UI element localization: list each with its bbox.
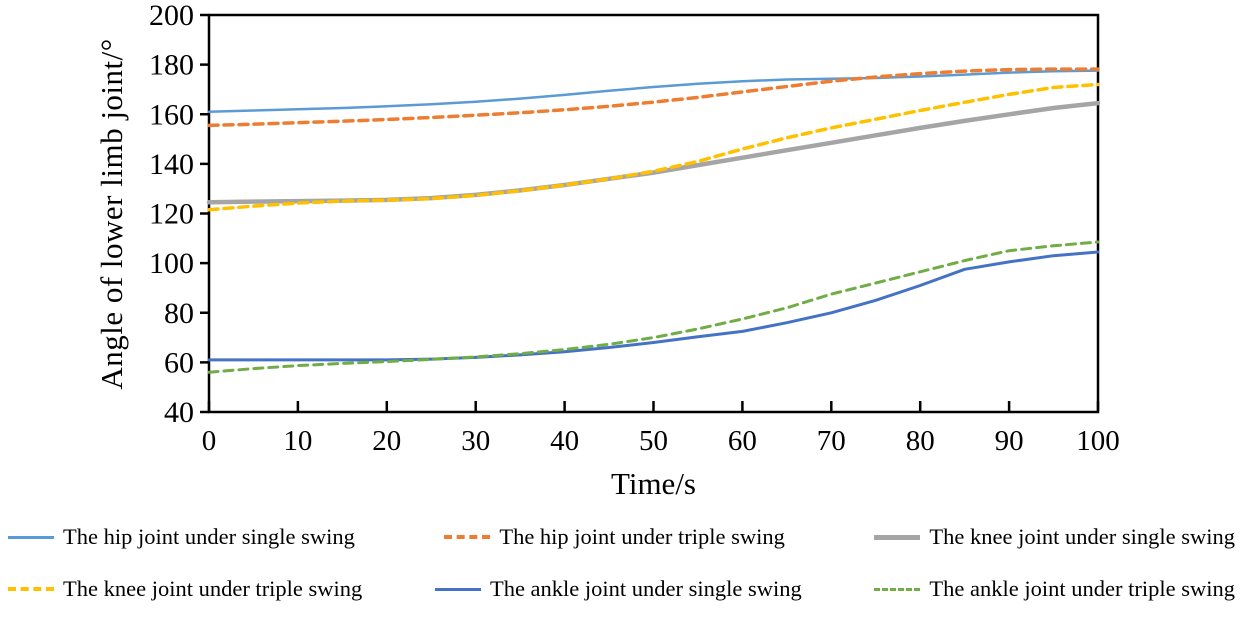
x-axis-title: Time/s bbox=[610, 466, 696, 501]
legend-label: The knee joint under single swing bbox=[929, 524, 1235, 549]
legend-row-0: The hip joint under single swing The hip … bbox=[8, 524, 1235, 550]
legend-label: The knee joint under triple swing bbox=[63, 576, 363, 601]
legend-line-sample bbox=[8, 535, 54, 539]
legend-row-1: The knee joint under triple swing The ank… bbox=[8, 576, 1235, 602]
y-tick-label: 140 bbox=[149, 148, 194, 181]
x-tick-label: 100 bbox=[1076, 425, 1120, 457]
legend-item-3: The knee joint under triple swing bbox=[8, 576, 362, 602]
x-tick-label: 70 bbox=[817, 425, 846, 457]
x-tick-label: 0 bbox=[202, 425, 217, 457]
legend-item-1: The hip joint under triple swing bbox=[444, 524, 785, 550]
legend-line-sample bbox=[434, 587, 481, 591]
y-axis-title: Angle of lower limb joint/° bbox=[94, 38, 129, 390]
series-line-1 bbox=[207, 67, 1100, 128]
y-tick-label: 60 bbox=[164, 346, 194, 379]
series-line-5 bbox=[207, 240, 1100, 374]
legend-item-2: The knee joint under single swing bbox=[874, 524, 1235, 550]
legend-line-sample bbox=[874, 587, 921, 591]
legend-label: The ankle joint under triple swing bbox=[929, 576, 1235, 601]
y-tick-label: 40 bbox=[164, 396, 194, 429]
legend-label: The hip joint under triple swing bbox=[499, 524, 785, 549]
x-tick-label: 10 bbox=[283, 425, 312, 457]
y-tick-label: 100 bbox=[149, 247, 194, 280]
legend-item-5: The ankle joint under triple swing bbox=[874, 576, 1235, 602]
series-line-4 bbox=[207, 250, 1100, 362]
series-line-3 bbox=[207, 82, 1100, 212]
legend-line-sample bbox=[874, 534, 921, 540]
series-line-0 bbox=[207, 69, 1100, 114]
x-tick-label: 60 bbox=[728, 425, 757, 457]
legend: The hip joint under single swing The hip … bbox=[8, 524, 1235, 617]
series-line-2 bbox=[206, 100, 1101, 205]
x-tick-label: 20 bbox=[372, 425, 401, 457]
legend-item-0: The hip joint under single swing bbox=[8, 524, 355, 550]
y-tick-label: 200 bbox=[149, 0, 194, 32]
y-tick-label: 180 bbox=[149, 49, 194, 82]
y-tick-label: 160 bbox=[149, 98, 194, 131]
legend-line-sample bbox=[444, 535, 491, 539]
x-tick-label: 80 bbox=[906, 425, 935, 457]
x-tick-label: 40 bbox=[550, 425, 579, 457]
x-tick-label: 30 bbox=[461, 425, 490, 457]
plot-area: 0 10 20 30 40 50 60 70 80 90 100 40 60 80 100 120 140 160… bbox=[149, 0, 1120, 457]
legend-item-4: The ankle joint under single swing bbox=[434, 576, 802, 602]
x-tick-label: 90 bbox=[995, 425, 1024, 457]
legend-line-sample bbox=[8, 587, 54, 591]
y-tick-label: 80 bbox=[164, 297, 194, 330]
y-tick-label: 120 bbox=[149, 198, 194, 231]
legend-label: The ankle joint under single swing bbox=[489, 576, 802, 601]
x-tick-label: 50 bbox=[639, 425, 668, 457]
legend-label: The hip joint under single swing bbox=[63, 524, 355, 549]
